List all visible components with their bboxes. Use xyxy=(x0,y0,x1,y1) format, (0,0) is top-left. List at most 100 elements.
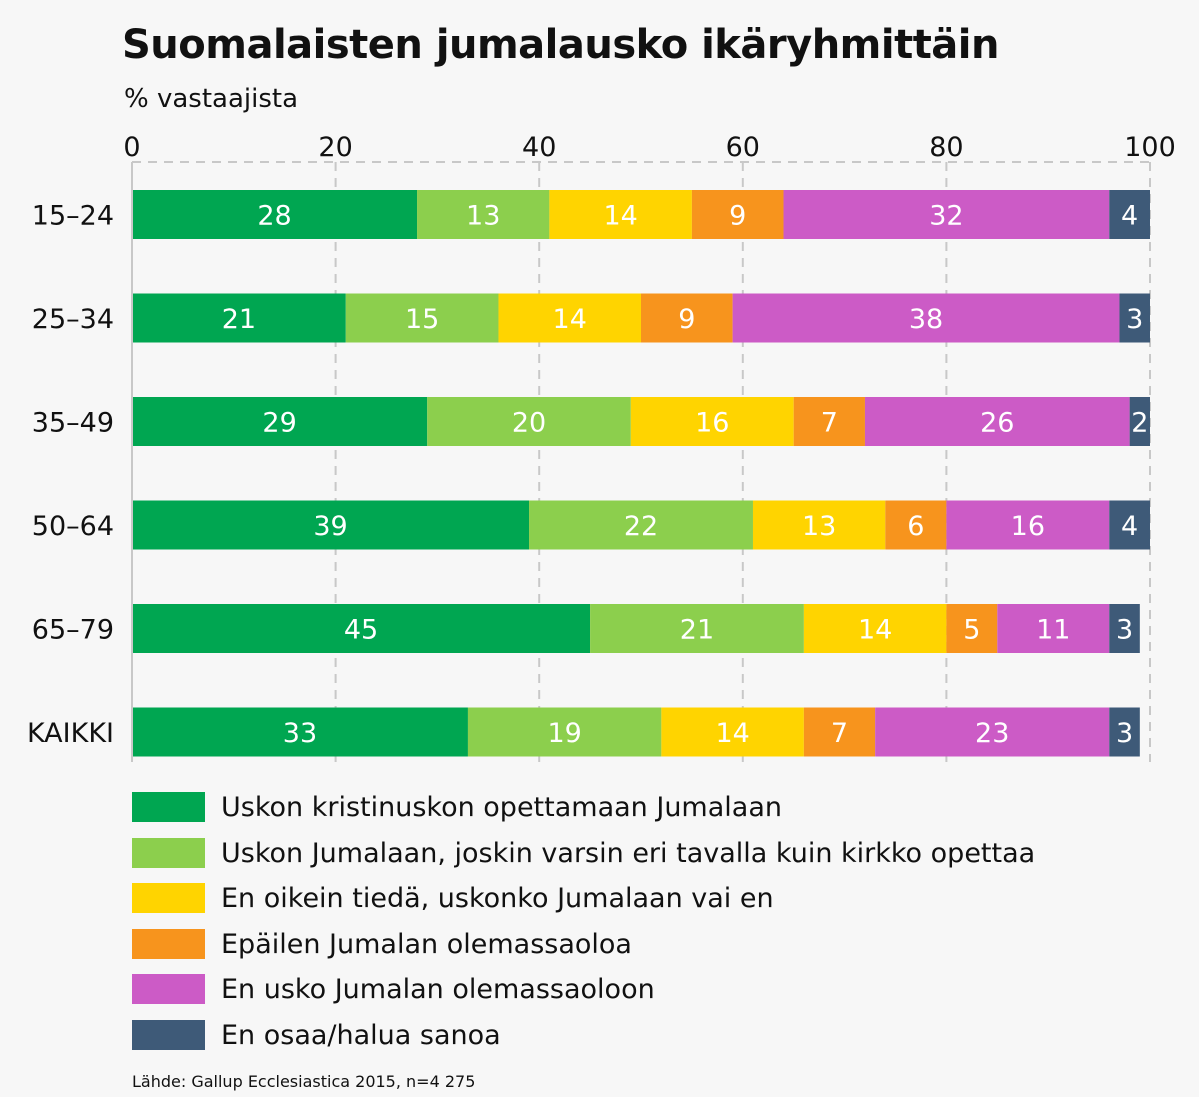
data-label-5-4: 23 xyxy=(975,718,1009,749)
bar-segment-3-1 xyxy=(529,500,753,550)
bar-segment-1-0 xyxy=(132,293,346,343)
data-label-1-4: 38 xyxy=(909,304,943,335)
bar-segment-1-3 xyxy=(641,293,733,343)
x-tick-label-20: 20 xyxy=(318,132,352,163)
bars: 28 13 14 9 32 4 21 15 14 9 38 3 29 20 16 7 26 2 39 22 13 6 16 4… xyxy=(132,190,1150,757)
bar-segment-4-0 xyxy=(132,604,591,653)
data-label-3-2: 13 xyxy=(802,511,836,542)
x-tick-label-0: 0 xyxy=(123,132,140,163)
legend-item-4: En usko Jumalan olemassaoloon xyxy=(132,974,1035,1020)
data-label-3-4: 16 xyxy=(1011,511,1045,542)
legend-item-2: En oikein tiedä, uskonko Jumalaan vai en xyxy=(132,883,1035,929)
x-tick-label-80: 80 xyxy=(929,132,963,163)
bar-segment-1-2 xyxy=(498,293,641,343)
legend-swatch-2 xyxy=(132,883,205,914)
data-label-4-0: 45 xyxy=(344,615,378,646)
legend-item-3: Epäilen Jumalan olemassaoloa xyxy=(132,928,1035,975)
bar-segment-3-3 xyxy=(885,500,947,550)
data-label-3-3: 6 xyxy=(907,511,924,542)
data-label-2-4: 26 xyxy=(980,408,1014,439)
data-label-1-3: 9 xyxy=(678,304,695,335)
bar-segment-3-5 xyxy=(1109,500,1150,550)
legend-label-1: Uskon Jumalaan, joskin varsin eri tavall… xyxy=(221,837,1036,869)
bar-segment-2-1 xyxy=(427,397,631,446)
data-label-2-2: 16 xyxy=(695,408,729,439)
bar-segment-2-2 xyxy=(630,397,794,446)
data-label-5-5: 3 xyxy=(1116,718,1133,749)
x-tick-label-40: 40 xyxy=(522,132,556,163)
bar-segment-2-0 xyxy=(132,397,428,446)
data-label-5-2: 14 xyxy=(715,718,749,749)
bar-segment-0-1 xyxy=(417,190,550,239)
data-label-1-1: 15 xyxy=(405,304,439,335)
bar-segment-0-5 xyxy=(1109,190,1150,239)
legend-swatch-1 xyxy=(132,837,205,868)
category-label-5: KAIKKI xyxy=(27,718,114,749)
legend-swatch-3 xyxy=(132,928,205,959)
stacked-bar-chart: 0 20 40 60 80 100 15–24 25–34 35–49 50–64 65–79 KA… xyxy=(27,132,1176,762)
data-label-0-0: 28 xyxy=(257,201,291,232)
data-label-0-5: 4 xyxy=(1121,201,1138,232)
bar-segment-3-0 xyxy=(132,500,530,550)
data-label-5-3: 7 xyxy=(831,718,848,749)
bar-segment-2-4 xyxy=(864,397,1130,446)
legend-label-0: Uskon kristinuskon opettamaan Jumalaan xyxy=(221,792,782,823)
bar-segment-4-2 xyxy=(803,604,947,653)
bar-segment-3-2 xyxy=(752,500,886,550)
legend-swatch-5 xyxy=(132,1019,205,1050)
source-note: Lähde: Gallup Ecclesiastica 2015, n=4 27… xyxy=(132,1072,476,1091)
data-label-3-5: 4 xyxy=(1121,511,1138,542)
bar-segment-4-5 xyxy=(1109,604,1140,653)
bar-segment-1-4 xyxy=(732,293,1120,343)
bar-segment-2-3 xyxy=(793,397,865,446)
x-tick-label-60: 60 xyxy=(726,132,760,163)
data-label-1-2: 14 xyxy=(553,304,587,335)
data-label-4-4: 11 xyxy=(1036,615,1070,646)
data-label-2-3: 7 xyxy=(821,408,838,439)
legend-swatch-0 xyxy=(132,792,205,822)
bar-segment-4-1 xyxy=(590,604,804,653)
gridlines xyxy=(132,161,1151,762)
bar-segment-5-5 xyxy=(1109,707,1140,757)
bar-segment-0-4 xyxy=(783,190,1110,239)
bar-segment-0-0 xyxy=(132,190,418,239)
bar-segment-1-5 xyxy=(1119,293,1150,343)
data-label-0-1: 13 xyxy=(466,201,500,232)
category-label-4: 65–79 xyxy=(32,615,114,646)
category-label-3: 50–64 xyxy=(32,511,114,542)
data-label-2-5: 2 xyxy=(1131,408,1148,439)
y-axis-categories: 15–24 25–34 35–49 50–64 65–79 KAIKKI xyxy=(27,201,114,750)
legend-label-4: En usko Jumalan olemassaoloon xyxy=(221,974,655,1006)
category-label-1: 25–34 xyxy=(32,304,114,335)
data-label-1-5: 3 xyxy=(1126,304,1143,335)
legend-label-2: En oikein tiedä, uskonko Jumalaan vai en xyxy=(221,883,774,915)
bar-segment-5-1 xyxy=(467,707,662,757)
chart-subtitle: % vastaajista xyxy=(124,84,299,114)
legend-label-5: En osaa/halua sanoa xyxy=(221,1019,501,1051)
bar-segment-5-0 xyxy=(132,707,468,757)
bar-segment-4-3 xyxy=(946,604,998,653)
data-label-4-5: 3 xyxy=(1116,615,1133,646)
data-label-3-0: 39 xyxy=(313,511,347,542)
data-label-4-1: 21 xyxy=(680,615,714,646)
bar-segment-3-4 xyxy=(946,500,1110,550)
category-label-0: 15–24 xyxy=(32,201,114,232)
x-axis-ticks: 0 20 40 60 80 100 xyxy=(123,132,1175,163)
bar-segment-5-2 xyxy=(661,707,804,757)
bar-segment-1-1 xyxy=(345,293,499,343)
bar-segment-2-5 xyxy=(1129,397,1150,446)
data-label-4-3: 5 xyxy=(963,615,980,646)
legend-item-0: Uskon kristinuskon opettamaan Jumalaan xyxy=(132,792,1035,838)
chart-title: Suomalaisten jumalausko ikäryhmittäin xyxy=(122,22,1000,68)
bar-segment-0-3 xyxy=(691,190,784,239)
category-label-2: 35–49 xyxy=(32,408,114,439)
data-label-2-0: 29 xyxy=(262,408,296,439)
legend-item-1: Uskon Jumalaan, joskin varsin eri tavall… xyxy=(132,837,1036,884)
legend-swatch-4 xyxy=(132,974,205,1005)
data-label-3-1: 22 xyxy=(624,511,658,542)
data-label-5-0: 33 xyxy=(283,718,317,749)
data-label-0-4: 32 xyxy=(929,201,963,232)
data-label-4-2: 14 xyxy=(858,615,892,646)
x-tick-label-100: 100 xyxy=(1124,132,1176,163)
legend: Uskon kristinuskon opettamaan Jumalaan Us… xyxy=(132,792,1035,1066)
